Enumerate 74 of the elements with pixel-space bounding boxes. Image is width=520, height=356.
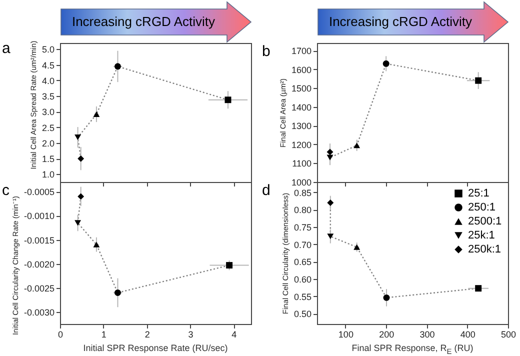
y-tick-label: 1300 (291, 121, 312, 132)
y-tick-label: 1000 (291, 178, 312, 188)
y-tick-label: 1200 (291, 140, 312, 150)
y-tick-label: 1.0 (42, 170, 54, 180)
point (224, 96, 232, 104)
y-tick-label: 4.5 (42, 60, 54, 70)
point (226, 262, 233, 269)
legend-label: 250:1 (468, 202, 496, 214)
point (114, 289, 121, 296)
text: Increasing cRGD Activity (72, 14, 216, 29)
point (354, 244, 360, 250)
point (326, 148, 334, 156)
x-tick-label: 0 (58, 330, 64, 340)
y-tick-label: 0.80 (294, 205, 312, 216)
y-tick-label: 3.5 (42, 92, 54, 102)
point (326, 154, 334, 160)
x-axis-title: Initial SPR Response Rate (RU/sec) (82, 343, 229, 353)
y-tick-label: 3.0 (42, 107, 54, 118)
y-tick-label: 1400 (291, 102, 312, 112)
legend-label: 2500:1 (468, 216, 502, 228)
text: Increasing cRGD Activity (328, 14, 473, 29)
point (354, 142, 360, 148)
y-tick-label: -0.0030 (24, 307, 54, 318)
point (475, 285, 482, 292)
y-tick-label: -0.0005 (24, 187, 54, 198)
point (383, 294, 390, 301)
y-tick-label: 0.85 (294, 188, 312, 198)
x-tick-label: 200 (379, 330, 394, 340)
y-tick-label: 1700 (291, 46, 312, 56)
y-tick-label: 2.0 (42, 138, 54, 148)
x-tick-label: 100 (338, 330, 354, 340)
y-tick-label: -0.0020 (24, 259, 54, 270)
point (78, 155, 84, 162)
x-tick-label: 4 (232, 330, 237, 340)
x-axis-title: Final SPR Response, R$_{E}$ (RU) (350, 343, 474, 356)
point (74, 220, 82, 226)
y-tick-label: 0.75 (294, 222, 312, 233)
point (78, 193, 84, 200)
point (74, 134, 82, 140)
y-tick-label: 1100 (292, 158, 312, 169)
y-tick-label: 5.0 (42, 44, 54, 55)
y-tick-label: 0.55 (294, 292, 312, 302)
point (327, 234, 334, 240)
y-tick-label: 1500 (291, 84, 312, 94)
y-tick-label: 0.70 (294, 240, 312, 250)
y-tick-label: 4.0 (42, 76, 54, 86)
y-tick-label: -0.0010 (24, 211, 54, 222)
point (93, 111, 100, 118)
x-tick-label: 1 (101, 330, 106, 340)
chart-title: a (2, 40, 11, 58)
y-tick-label: 1.5 (42, 154, 54, 164)
legend-label: 25k:1 (468, 230, 495, 242)
y-tick-label: 2.5 (42, 122, 54, 133)
x-tick-label: 500 (500, 330, 516, 340)
legend-label: 25:1 (468, 188, 490, 200)
point (382, 60, 390, 67)
x-tick-label: 300 (420, 330, 435, 340)
y-tick-label: 0.65 (294, 257, 312, 268)
y-tick-label: 0.50 (294, 309, 312, 320)
y-tick-label: -0.0015 (24, 235, 54, 246)
x-tick-label: 2 (144, 330, 150, 340)
x-tick-label: 3 (188, 330, 194, 340)
y-tick-label: 1600 (291, 64, 312, 75)
chart-title: c (2, 182, 10, 199)
x-tick-label: 400 (460, 330, 476, 340)
point (327, 200, 334, 206)
chart-title: b (262, 43, 270, 60)
y-tick-label: -0.0025 (24, 283, 54, 294)
point (475, 77, 482, 84)
legend-label: 250k:1 (468, 244, 502, 256)
point (114, 63, 121, 70)
chart-title: d (262, 182, 270, 199)
point (93, 242, 100, 248)
y-tick-label: 0.60 (294, 274, 312, 284)
